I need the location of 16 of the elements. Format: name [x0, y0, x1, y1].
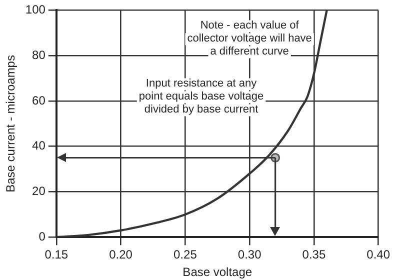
- y-tick-label: 0: [38, 230, 46, 244]
- y-tick-label: 40: [32, 138, 46, 153]
- y-tick-label: 60: [32, 93, 46, 108]
- x-tick-label: 0.20: [109, 248, 133, 262]
- x-tick-label: 0.35: [302, 248, 326, 262]
- x-tick-label: 0.25: [174, 248, 198, 262]
- y-tick-label: 20: [32, 184, 46, 198]
- y-tick-label: 80: [32, 48, 46, 62]
- x-axis-title: Base voltage: [182, 265, 252, 280]
- annotation: Input resistance at any point equals base voltage divided by base current: [138, 78, 264, 116]
- x-tick-label: 0.15: [44, 248, 68, 262]
- y-tick-label: 100: [25, 2, 46, 17]
- y-axis-title: Base current - microamps: [4, 55, 18, 192]
- x-tick-label: 0.40: [366, 248, 390, 262]
- annotation: Note - each value of collector voltage will have a different curve: [187, 20, 312, 58]
- x-tick-label: 0.30: [238, 248, 262, 262]
